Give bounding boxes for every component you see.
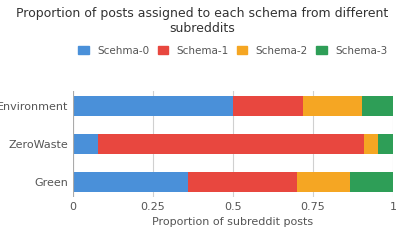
Bar [362, 96, 393, 116]
Bar [73, 96, 233, 116]
Bar [73, 172, 188, 192]
Bar [73, 134, 98, 154]
Legend: Scehma-0, Schema-1, Schema-2, Schema-3: Scehma-0, Schema-1, Schema-2, Schema-3 [74, 42, 392, 60]
Bar [297, 172, 350, 192]
Bar [188, 172, 297, 192]
Bar [233, 96, 303, 116]
Text: Proportion of posts assigned to each schema from different
subreddits: Proportion of posts assigned to each sch… [16, 7, 389, 35]
Bar [364, 134, 378, 154]
Bar [98, 134, 364, 154]
Bar [378, 134, 393, 154]
Bar [303, 96, 362, 116]
Bar [350, 172, 393, 192]
X-axis label: Proportion of subreddit posts: Proportion of subreddit posts [152, 217, 313, 227]
